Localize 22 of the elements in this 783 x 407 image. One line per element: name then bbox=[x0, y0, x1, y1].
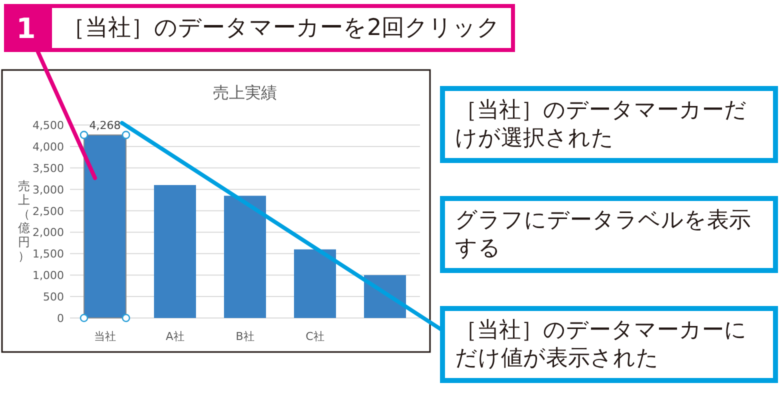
y-tick-label: 3,000 bbox=[32, 183, 64, 196]
annotation: ［当社］のデータマーカーだけが選択された bbox=[440, 86, 778, 163]
x-tick-label: A社 bbox=[166, 330, 184, 343]
chart-title: 売上実績 bbox=[213, 83, 277, 102]
data-label: 4,268 bbox=[89, 118, 121, 132]
y-tick-label: 500 bbox=[43, 290, 64, 304]
y-tick-label: 1,500 bbox=[32, 248, 64, 261]
x-tick-label: B社 bbox=[236, 330, 254, 343]
x-tick-label: 当社 bbox=[94, 330, 116, 343]
annotation: ［当社］のデータマーカーにだけ値が表示された bbox=[440, 306, 778, 383]
x-tick-label: C社 bbox=[306, 330, 324, 343]
y-tick-label: 0 bbox=[57, 312, 64, 325]
y-tick-label: 4,500 bbox=[32, 119, 64, 132]
y-tick-label: 3,500 bbox=[32, 162, 64, 175]
annotation: グラフにデータラベルを表示する bbox=[440, 196, 778, 273]
y-axis-title: 売上（億円） bbox=[18, 179, 30, 263]
y-tick-label: 2,500 bbox=[32, 204, 64, 218]
annotation: ［当社］のデータマーカーを2回クリック bbox=[48, 4, 515, 52]
y-tick-label: 1,000 bbox=[32, 269, 64, 282]
y-tick-label: 2,000 bbox=[32, 226, 64, 240]
y-tick-label: 4,000 bbox=[32, 140, 64, 154]
annotation: 1 bbox=[4, 4, 48, 52]
